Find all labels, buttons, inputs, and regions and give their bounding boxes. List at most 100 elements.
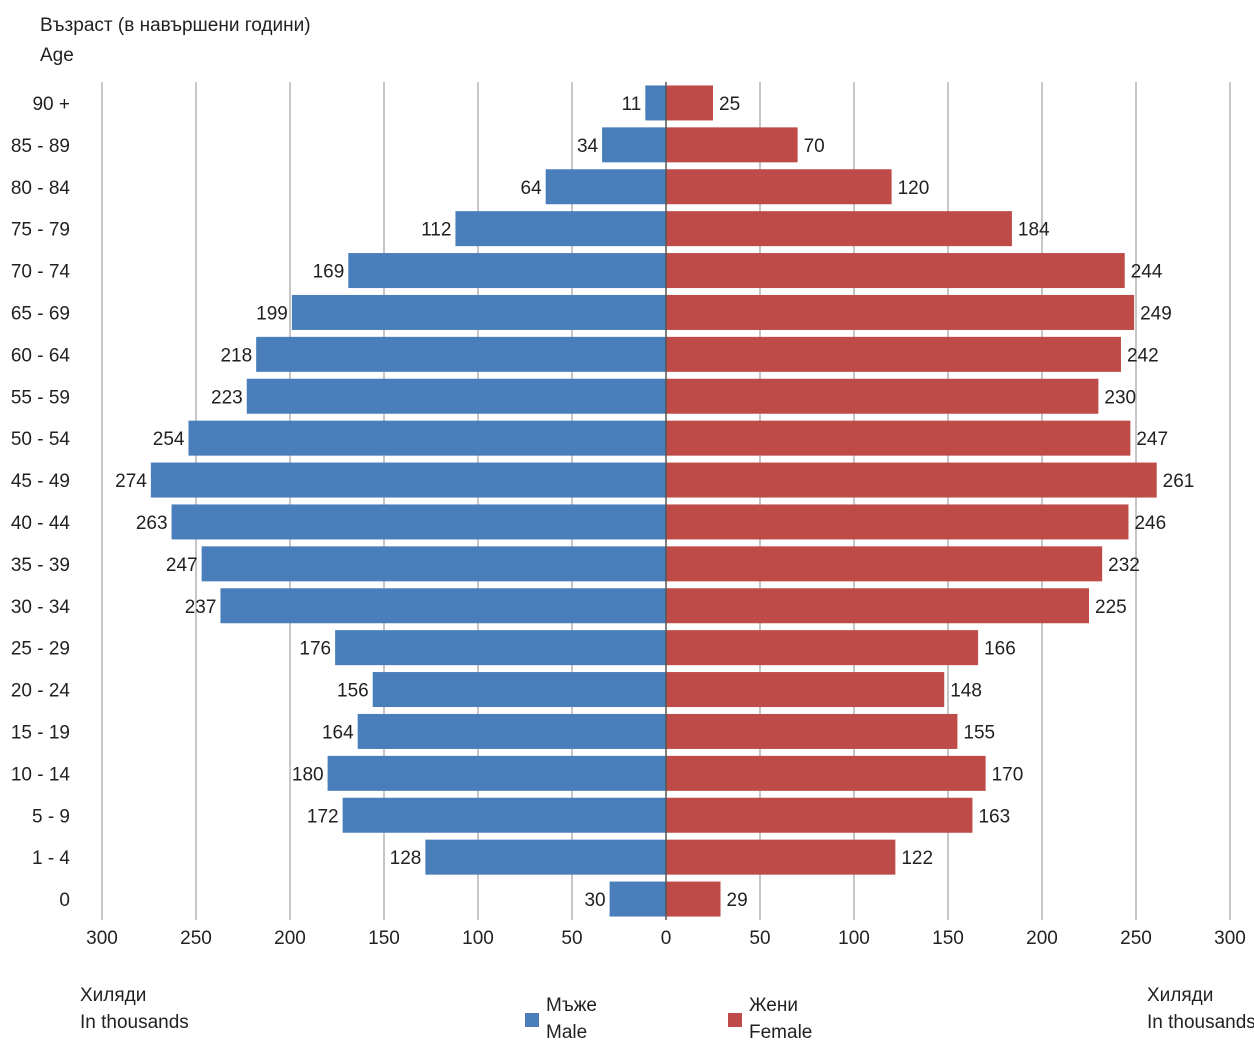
x-unit-right-bg: Хиляди — [1147, 985, 1214, 1006]
bar-female — [666, 253, 1125, 289]
age-group-label: 1 - 4 — [32, 848, 70, 869]
data-label-female: 247 — [1136, 429, 1168, 450]
bar-male — [645, 85, 666, 121]
data-label-male: 156 — [337, 681, 369, 702]
data-label-female: 249 — [1140, 303, 1172, 324]
bar-male — [348, 253, 666, 289]
bar-male — [256, 336, 666, 372]
bar-female — [666, 294, 1135, 330]
bar-male — [291, 294, 666, 330]
data-label-male: 176 — [299, 639, 331, 660]
bar-male — [150, 462, 666, 498]
bar-female — [666, 504, 1129, 540]
bar-female — [666, 713, 958, 749]
data-label-female: 29 — [727, 890, 748, 911]
bar-female — [666, 588, 1089, 624]
x-tick-label: 300 — [1214, 928, 1246, 949]
age-group-label: 70 - 74 — [11, 262, 71, 283]
data-label-male: 30 — [584, 890, 605, 911]
bar-female — [666, 755, 986, 791]
bar-male — [609, 881, 666, 917]
data-label-female: 244 — [1131, 262, 1163, 283]
age-group-label: 15 - 19 — [11, 722, 70, 743]
data-label-male: 199 — [256, 303, 288, 324]
bar-female — [666, 127, 798, 163]
data-label-female: 242 — [1127, 345, 1159, 366]
data-label-female: 70 — [804, 136, 825, 157]
bar-male — [246, 378, 666, 414]
x-tick-label: 0 — [661, 928, 672, 949]
data-label-female: 148 — [950, 681, 982, 702]
data-label-female: 232 — [1108, 555, 1140, 576]
x-tick-label: 150 — [932, 928, 964, 949]
bar-female — [666, 839, 896, 875]
x-unit-left-en: In thousands — [80, 1012, 189, 1033]
data-label-female: 225 — [1095, 597, 1127, 618]
y-axis-title-bg: Възраст (в навършени години) — [40, 15, 311, 36]
x-tick-label: 200 — [274, 928, 306, 949]
bar-male — [425, 839, 666, 875]
x-tick-label: 50 — [749, 928, 770, 949]
legend-label-male-bg: Мъже — [546, 995, 597, 1016]
data-label-male: 112 — [421, 220, 451, 241]
data-label-male: 247 — [166, 555, 198, 576]
legend-label-female-bg: Жени — [749, 995, 798, 1016]
age-group-label: 20 - 24 — [11, 681, 71, 702]
data-label-male: 218 — [220, 345, 252, 366]
age-group-label: 5 - 9 — [32, 806, 70, 827]
x-tick-label: 200 — [1026, 928, 1058, 949]
legend-label-female-en: Female — [749, 1022, 813, 1043]
age-group-label: 65 - 69 — [11, 303, 70, 324]
data-label-male: 237 — [185, 597, 217, 618]
age-group-label: 90 + — [32, 94, 70, 115]
bar-female — [666, 85, 713, 121]
bar-male — [357, 713, 666, 749]
data-label-male: 128 — [390, 848, 422, 869]
age-group-label: 85 - 89 — [11, 136, 70, 157]
bar-female — [666, 797, 973, 833]
data-label-male: 223 — [211, 387, 243, 408]
age-group-label: 50 - 54 — [11, 429, 71, 450]
bar-male — [545, 169, 666, 205]
bar-female — [666, 420, 1131, 456]
bar-male — [602, 127, 666, 163]
data-label-male: 169 — [313, 262, 345, 283]
bar-female — [666, 211, 1012, 247]
data-label-male: 11 — [622, 94, 642, 115]
age-group-label: 25 - 29 — [11, 639, 70, 660]
age-group-label: 60 - 64 — [11, 345, 71, 366]
data-label-male: 263 — [136, 513, 168, 534]
x-unit-right-en: In thousands — [1147, 1012, 1254, 1033]
bar-female — [666, 378, 1099, 414]
x-tick-label: 250 — [1120, 928, 1152, 949]
data-label-male: 172 — [307, 806, 339, 827]
data-label-male: 34 — [577, 136, 599, 157]
data-label-female: 25 — [719, 94, 740, 115]
data-label-male: 164 — [322, 722, 354, 743]
bar-male — [188, 420, 667, 456]
bar-male — [455, 211, 666, 247]
bar-male — [342, 797, 666, 833]
x-tick-label: 50 — [561, 928, 582, 949]
data-label-female: 163 — [978, 806, 1010, 827]
data-label-female: 155 — [963, 722, 995, 743]
data-label-female: 230 — [1104, 387, 1136, 408]
age-group-label: 30 - 34 — [11, 597, 71, 618]
y-axis-title-en: Age — [40, 45, 74, 66]
age-group-label: 10 - 14 — [11, 764, 71, 785]
x-tick-label: 100 — [462, 928, 494, 949]
x-tick-label: 100 — [838, 928, 870, 949]
x-tick-label: 250 — [180, 928, 212, 949]
age-group-label: 55 - 59 — [11, 387, 70, 408]
bar-male — [335, 630, 666, 666]
legend-swatch-male — [525, 1013, 539, 1027]
age-group-label: 80 - 84 — [11, 178, 71, 199]
bar-female — [666, 672, 945, 708]
bar-male — [220, 588, 666, 624]
data-label-male: 254 — [153, 429, 185, 450]
legend-swatch-female — [728, 1013, 742, 1027]
age-group-label: 40 - 44 — [11, 513, 71, 534]
age-group-label: 45 - 49 — [11, 471, 70, 492]
bar-male — [327, 755, 666, 791]
